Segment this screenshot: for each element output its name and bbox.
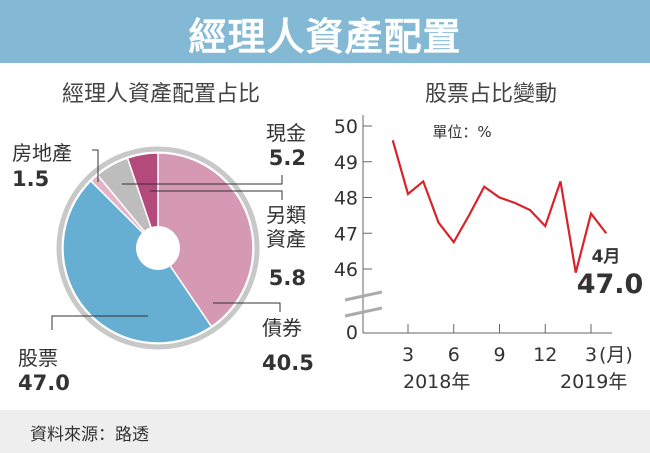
x-tick-label: 6 <box>448 344 460 366</box>
pie-value-2: 1.5 <box>12 167 49 191</box>
x-tick-label: 3 <box>402 344 414 366</box>
leader-line-4 <box>150 190 283 200</box>
y-tick-label: 46 <box>334 259 358 281</box>
pie-label-2: 房地產 <box>12 141 72 165</box>
pie-label-4: 現金 <box>266 121 306 145</box>
pie-value-1: 47.0 <box>18 371 70 395</box>
annotation-month: 4月 <box>592 247 621 267</box>
footer: 資料來源：路透 <box>0 410 650 453</box>
y-tick-label: 0 <box>346 322 358 344</box>
y-tick-label: 49 <box>334 152 358 174</box>
year-label: 2018年 <box>403 371 470 393</box>
pie-value-4: 5.2 <box>269 146 306 170</box>
pie-value-0: 40.5 <box>262 351 314 375</box>
leader-line-3 <box>122 175 283 185</box>
pie-label-0: 債券 <box>262 316 302 340</box>
pie-slice-4 <box>126 152 159 249</box>
unit-note: 單位：% <box>432 123 491 141</box>
leader-line-1 <box>51 315 148 330</box>
pie-hole <box>136 226 180 270</box>
axis-break-mark <box>344 290 383 302</box>
pie-slice-0 <box>157 152 254 328</box>
pie-outer-ring <box>56 146 260 350</box>
pie-title: 經理人資產配置占比 <box>62 82 261 107</box>
source-note: 資料來源：路透 <box>30 425 149 445</box>
series-line <box>391 139 608 273</box>
year-label: 2019年 <box>560 371 627 393</box>
y-tick-label: 48 <box>334 188 358 210</box>
pie-label-1: 股票 <box>18 346 58 370</box>
x-tick-label: 9 <box>493 344 505 366</box>
pie-label-3: 另類 <box>266 203 306 227</box>
x-tick-label: 12 <box>533 344 557 366</box>
x-tick-label: 3 <box>585 344 597 366</box>
annotation-value: 47.0 <box>577 269 644 300</box>
axis-break-mark <box>344 306 383 318</box>
y-tick-label: 50 <box>334 116 358 138</box>
leader-line-2 <box>92 149 99 182</box>
leader-line-0 <box>213 302 281 312</box>
pie-label-3: 資產 <box>266 227 306 251</box>
page-title: 經理人資產配置 <box>188 15 462 59</box>
pie-slice-1 <box>62 179 213 344</box>
line-title: 股票占比變動 <box>425 82 558 107</box>
pie-value-3: 5.8 <box>269 266 306 290</box>
y-tick-label: 47 <box>334 223 358 245</box>
header-banner: 經理人資產配置 <box>0 0 650 63</box>
x-unit: (月) <box>599 344 633 366</box>
